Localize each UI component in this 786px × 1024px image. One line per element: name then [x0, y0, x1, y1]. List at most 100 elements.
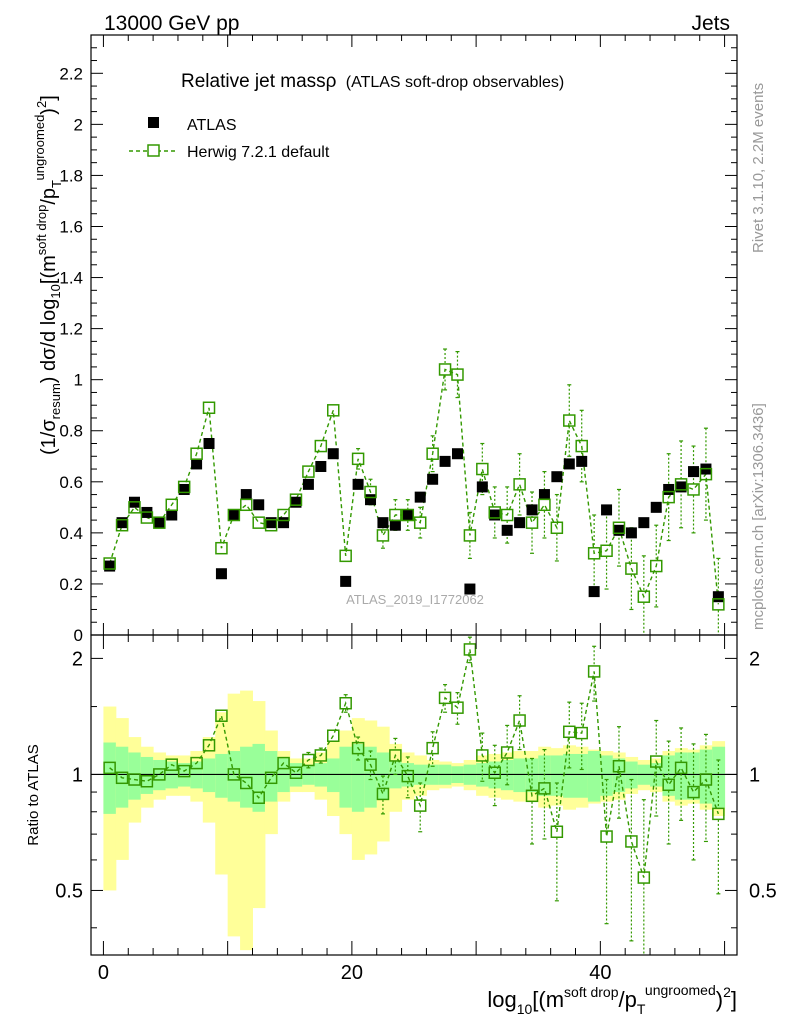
- ratio-point: [202, 739, 216, 752]
- herwig-point: [488, 506, 501, 519]
- ratio-point: [587, 665, 601, 678]
- atlas-point: [203, 438, 215, 450]
- band-inner: [364, 746, 378, 808]
- herwig-point: [426, 447, 439, 460]
- herwig-point: [140, 511, 154, 524]
- band-inner: [550, 755, 564, 796]
- herwig-point: [525, 516, 539, 529]
- legend-atlas-label: ATLAS: [187, 117, 237, 134]
- ratio-point: [712, 807, 725, 821]
- herwig-point: [513, 478, 526, 491]
- ratio-point: [662, 778, 675, 792]
- legend-herwig-label: Herwig 7.2.1 default: [187, 144, 330, 161]
- ratio-point: [674, 761, 688, 775]
- ratio-point: [314, 749, 328, 762]
- herwig-point: [364, 485, 377, 499]
- herwig-point: [538, 498, 551, 512]
- herwig-point: [550, 521, 564, 535]
- atlas-point: [489, 509, 501, 521]
- band-inner: [575, 753, 589, 798]
- atlas-point: [476, 481, 488, 493]
- ratio-point: [500, 746, 514, 759]
- ratio-point: [476, 749, 489, 762]
- herwig-point: [339, 549, 352, 563]
- atlas-point: [675, 481, 687, 493]
- main-ytick-label: 1: [74, 371, 83, 390]
- atlas-point: [253, 499, 265, 511]
- atlas-point: [278, 517, 290, 529]
- herwig-point: [587, 547, 601, 560]
- herwig-point: [600, 544, 613, 557]
- ratio-point: [327, 729, 340, 742]
- main-ytick-label: 0.2: [59, 575, 83, 594]
- ratio-point: [252, 791, 265, 804]
- atlas-point: [613, 524, 625, 536]
- main-ytick-label: 0.6: [59, 473, 83, 492]
- ratio-point: [525, 789, 539, 803]
- herwig-point: [252, 516, 265, 529]
- ratio-ytick-label-right: 1: [749, 764, 760, 786]
- ratio-point: [190, 756, 203, 770]
- ratio-point: [215, 709, 228, 722]
- atlas-point: [451, 448, 463, 460]
- legend-atlas-marker: [148, 117, 159, 128]
- herwig-point: [277, 508, 290, 522]
- ratio-point: [277, 756, 290, 770]
- ratio-series: [91, 636, 737, 955]
- atlas-point: [538, 489, 550, 501]
- herwig-point: [563, 414, 576, 427]
- ratio-point: [364, 758, 377, 771]
- main-ytick-label: 2.2: [59, 64, 83, 83]
- herwig-point: [687, 483, 700, 496]
- atlas-point: [327, 448, 339, 460]
- main-ytick-label: 1.2: [59, 320, 83, 339]
- herwig-point: [612, 521, 626, 535]
- ratio-point: [389, 749, 402, 762]
- xlabel: log10[(msoft drop/pTungroomed)2]: [487, 982, 737, 1017]
- header-left: 13000 GeV pp: [104, 12, 239, 35]
- ratio-point: [438, 691, 452, 705]
- ratio-point: [625, 835, 638, 848]
- legend: ATLAS Herwig 7.2.1 default: [129, 117, 330, 161]
- herwig-point: [264, 518, 278, 532]
- ratio-axes: 0.5 0.51 12 20 20 40: [55, 635, 777, 984]
- ratio-point: [488, 766, 501, 780]
- herwig-point: [103, 557, 116, 570]
- main-ytick-label: 1.6: [59, 217, 83, 236]
- ratio-point: [563, 725, 576, 739]
- band-inner: [327, 758, 340, 793]
- band-inner: [339, 746, 353, 808]
- atlas-point: [265, 517, 277, 529]
- herwig-point: [451, 368, 464, 381]
- herwig-point: [463, 529, 477, 542]
- atlas-point: [625, 527, 637, 539]
- atlas-point: [228, 509, 240, 521]
- atlas-point: [526, 504, 538, 516]
- atlas-point: [377, 517, 389, 529]
- herwig-point: [165, 498, 178, 512]
- band-inner: [215, 753, 229, 798]
- herwig-point: [625, 562, 638, 575]
- herwig-point: [637, 590, 651, 603]
- herwig-point: [699, 467, 713, 481]
- main-series: [103, 348, 725, 635]
- herwig-point: [314, 439, 328, 453]
- ratio-point: [339, 696, 352, 710]
- herwig-point: [289, 493, 303, 506]
- ratio-ytick-label-right: 2: [749, 648, 760, 670]
- atlas-point: [663, 483, 675, 495]
- ratio-ylabel: Ratio to ATLAS: [25, 744, 42, 845]
- herwig-point: [500, 508, 514, 522]
- main-ytick-label: 2: [74, 115, 83, 134]
- herwig-point: [351, 452, 365, 466]
- ratio-point: [240, 776, 253, 790]
- herwig-point: [401, 508, 415, 522]
- atlas-point: [514, 517, 526, 529]
- band-inner: [538, 755, 552, 796]
- atlas-point: [414, 491, 426, 503]
- herwig-point: [389, 508, 402, 522]
- herwig-point: [153, 516, 166, 529]
- ratio-point: [513, 714, 526, 727]
- ratio-point: [103, 761, 116, 775]
